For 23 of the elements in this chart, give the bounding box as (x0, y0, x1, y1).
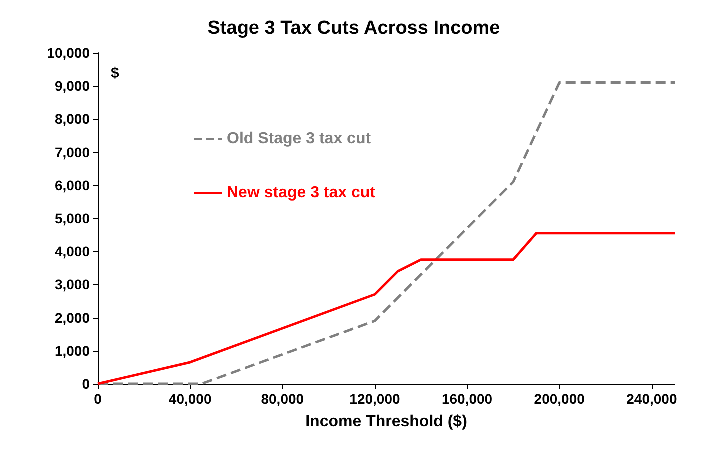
x-tick-label: 240,000 (626, 391, 678, 407)
legend-label: New stage 3 tax cut (227, 184, 376, 202)
x-tick-label: 80,000 (261, 391, 304, 407)
x-tick-label: 0 (94, 391, 102, 407)
y-tick-label: 7,000 (54, 144, 90, 160)
y-tick-label: 5,000 (54, 210, 90, 226)
x-tick-label: 120,000 (350, 391, 400, 407)
y-tick-label: 6,000 (54, 177, 90, 194)
y-tick-label: 2,000 (54, 310, 90, 326)
legend-label: Old Stage 3 tax cut (227, 130, 372, 148)
y-tick-label: 9,000 (54, 78, 90, 94)
x-axis-title: Income Threshold ($) (306, 414, 468, 430)
y-tick-label: 8,000 (54, 111, 90, 128)
x-tick-label: 40,000 (168, 391, 212, 407)
y-tick-label: 3,000 (54, 276, 90, 293)
x-tick-label: 200,000 (534, 391, 586, 407)
y-tick-label: 4,000 (54, 244, 90, 260)
x-tick-label: 160,000 (442, 391, 493, 407)
y-tick-label: 10,000 (47, 45, 90, 61)
chart-title: Stage 3 Tax Cuts Across Income (208, 18, 500, 39)
y-tick-label: 1,000 (54, 342, 90, 359)
y-tick-label: 0 (82, 376, 90, 392)
annotation: $ (111, 65, 120, 82)
